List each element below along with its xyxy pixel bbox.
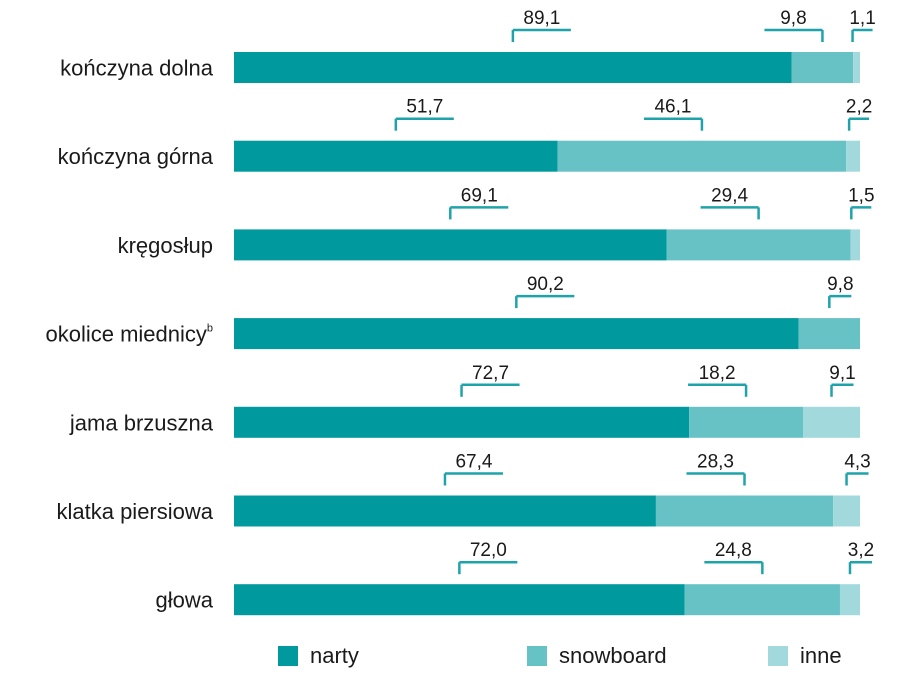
legend-label-inne: inne <box>800 643 842 668</box>
value-brackets-layer: 89,1 9,8 1,1 51,7 46,1 2,2 69,1 29,4 1,5 90,2 9,8 7… <box>394 8 876 575</box>
data-label-snowboard: 28,3 <box>697 452 734 473</box>
data-label-snowboard: 46,1 <box>654 97 691 118</box>
data-label-inne: 1,5 <box>848 185 874 206</box>
bar-segment-snowboard <box>655 495 834 527</box>
data-label-snowboard: 18,2 <box>699 363 736 384</box>
bar-segment-narty <box>234 140 558 172</box>
footnote-marker: b <box>207 323 213 335</box>
legend-swatch-inne <box>768 646 788 666</box>
bar-segment-snowboard <box>798 318 860 350</box>
data-label-narty: 67,4 <box>455 452 492 473</box>
legend-swatch-snowboard <box>527 646 547 666</box>
bar-segment-snowboard <box>666 229 851 261</box>
bar-segment-narty <box>234 52 792 83</box>
data-label-narty: 69,1 <box>461 185 498 206</box>
category-label: głowa <box>156 588 214 613</box>
data-label-inne: 3,2 <box>848 540 874 561</box>
data-label-inne: 9,1 <box>829 363 855 384</box>
data-label-narty: 72,0 <box>470 540 507 561</box>
bar-segment-inne <box>853 52 860 83</box>
data-label-snowboard: 24,8 <box>715 540 752 561</box>
legend-label-snowboard: snowboard <box>559 643 667 668</box>
bar-segment-narty <box>234 406 690 438</box>
category-labels-layer: kończyna dolna kończyna górna kręgosłup oko… <box>45 56 213 613</box>
data-label-narty: 51,7 <box>406 97 443 118</box>
data-label-narty: 72,7 <box>472 363 509 384</box>
bar-segment-snowboard <box>557 140 847 172</box>
legend-swatch-narty <box>278 646 298 666</box>
bar-segment-narty <box>234 584 685 616</box>
bar-segment-narty <box>234 229 667 261</box>
bars-layer <box>234 52 860 616</box>
legend-label-narty: narty <box>310 643 359 668</box>
data-label-inne: 1,1 <box>849 8 875 29</box>
bar-segment-inne <box>803 406 860 438</box>
bar-segment-inne <box>839 584 860 616</box>
bar-segment-narty <box>234 495 656 527</box>
bar-segment-inne <box>833 495 860 527</box>
data-label-snowboard: 9,8 <box>780 8 806 29</box>
data-label-snowboard: 29,4 <box>711 185 748 206</box>
bar-segment-inne <box>846 140 860 172</box>
bar-segment-inne <box>850 229 860 261</box>
data-label-inne: 2,2 <box>846 97 872 118</box>
bar-segment-narty <box>234 318 799 350</box>
legend: narty snowboard inne <box>278 643 842 668</box>
bar-segment-snowboard <box>689 406 804 438</box>
data-label-narty: 89,1 <box>523 8 560 29</box>
category-label: okolice miednicyb <box>45 322 213 347</box>
bar-segment-snowboard <box>684 584 840 616</box>
category-label: kończyna górna <box>58 144 214 169</box>
category-label: kończyna dolna <box>60 56 214 81</box>
bar-segment-snowboard <box>791 52 854 83</box>
category-label: klatka piersiowa <box>56 499 213 524</box>
data-label-inne: 4,3 <box>844 452 870 473</box>
category-label: kręgosłup <box>118 233 213 258</box>
category-label: jama brzuszna <box>69 410 214 435</box>
data-label-narty: 90,2 <box>527 274 564 295</box>
data-label-snowboard: 9,8 <box>827 274 853 295</box>
